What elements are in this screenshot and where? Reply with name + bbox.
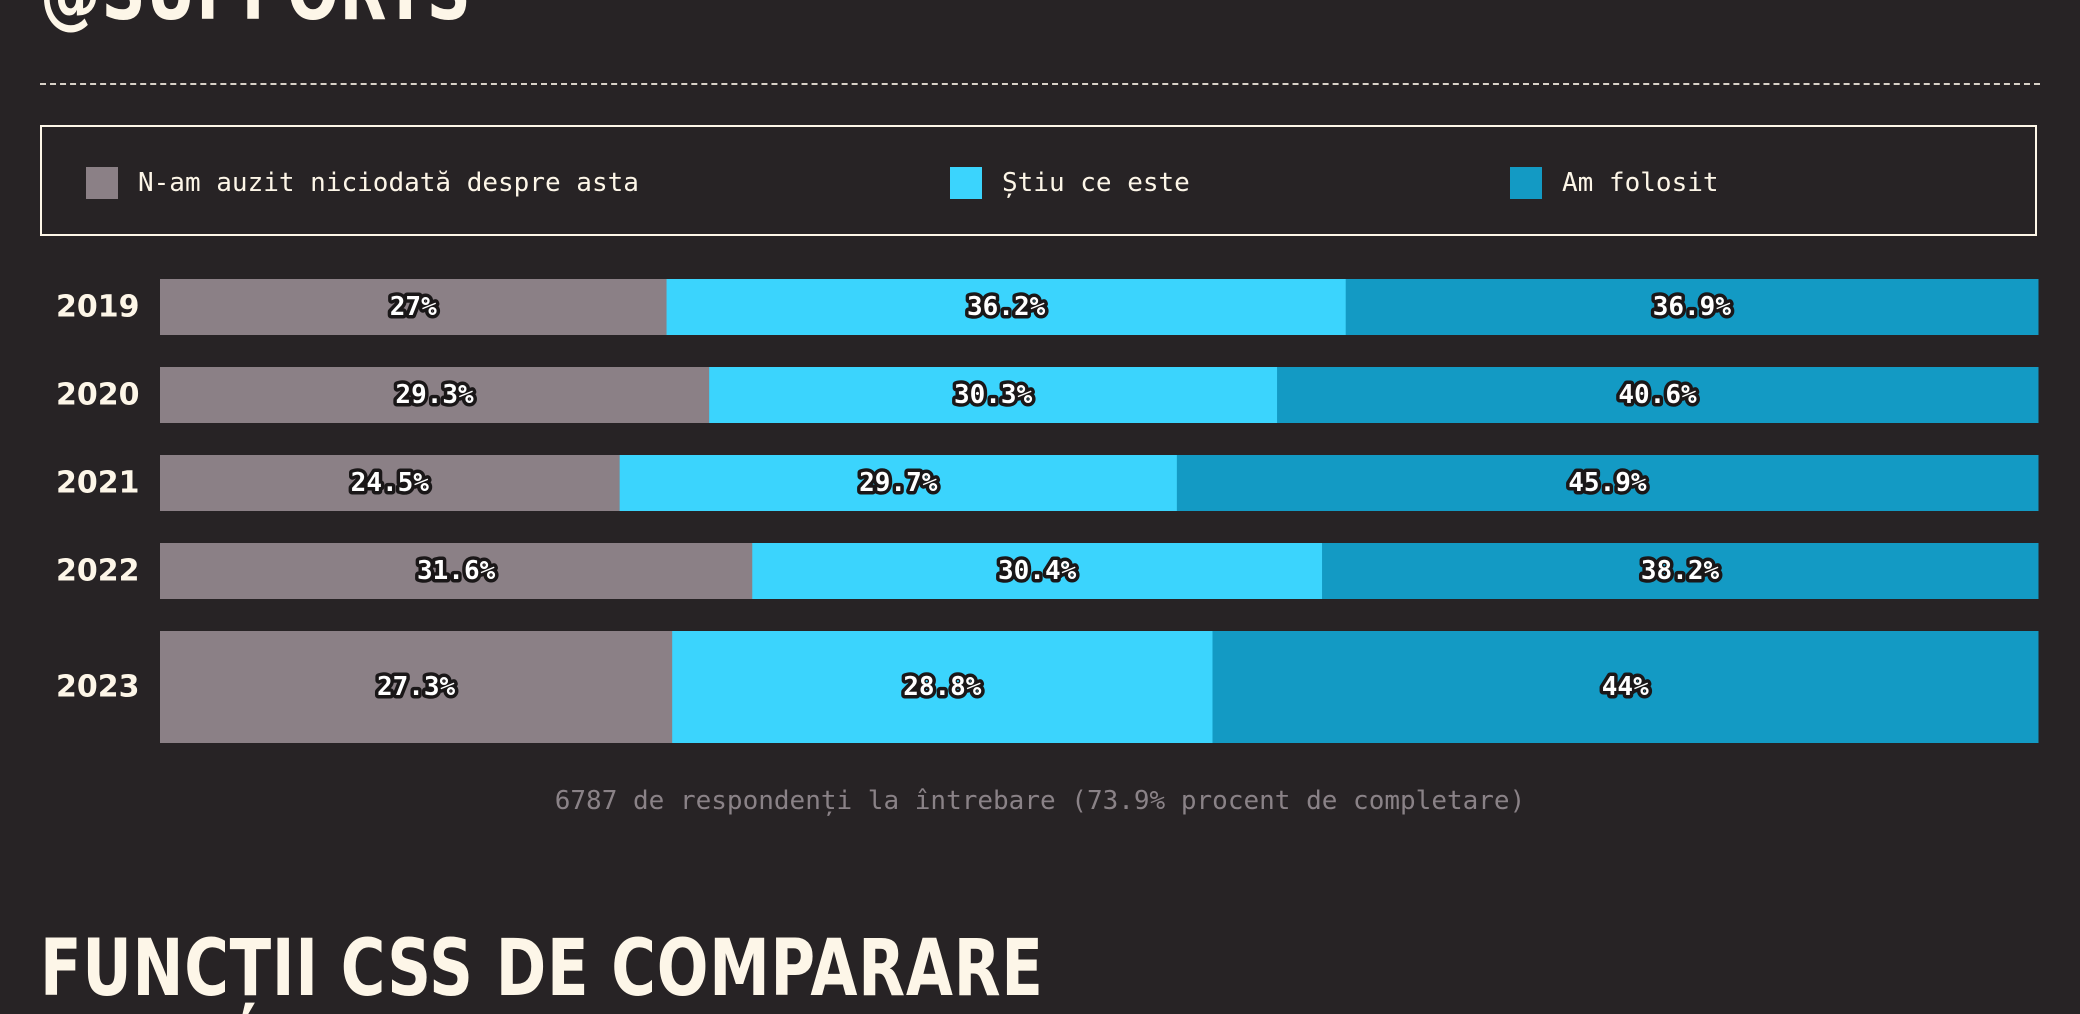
bar-segment-2020-1[interactable] [709, 367, 1278, 423]
bar-value-label-2023-1: 28.8% [903, 672, 982, 702]
legend-label-used: Am folosit [1562, 168, 1719, 198]
bar-value-label-2019-0: 27% [390, 292, 437, 322]
bar-value-label-2019-1: 36.2% [967, 292, 1046, 322]
bar-value-label-2021-2: 45.9% [1568, 468, 1647, 498]
bar-value-label-2020-2: 40.6% [1618, 380, 1697, 410]
bar-value-label-2020-0: 29.3% [395, 380, 474, 410]
bar-value-label-2023-0: 27.3% [377, 672, 456, 702]
legend-swatch-used [1510, 167, 1542, 199]
legend-label-know-what: Știu ce este [1002, 168, 1190, 198]
year-label-2020: 2020 [56, 378, 140, 413]
bar-value-label-2022-1: 30.4% [998, 556, 1077, 586]
legend-swatch-never-heard [86, 167, 118, 199]
bar-segment-2019-0[interactable] [160, 279, 668, 335]
bar-segment-2019-1[interactable] [666, 279, 1347, 335]
bar-value-label-2020-1: 30.3% [954, 380, 1033, 410]
bar-value-label-2023-2: 44% [1602, 672, 1649, 702]
bar-value-label-2022-2: 38.2% [1641, 556, 1720, 586]
legend-label-never-heard: N-am auzit niciodată despre asta [138, 168, 639, 198]
bar-segment-2023-0[interactable] [160, 631, 673, 743]
bar-value-label-2022-0: 31.6% [417, 556, 496, 586]
chart-legend: N-am auzit niciodată despre asta Știu ce… [40, 125, 2037, 236]
bar-value-label-2021-1: 29.7% [859, 468, 938, 498]
legend-item-know-what[interactable]: Știu ce este [950, 167, 1190, 199]
bar-segment-2021-2[interactable] [1176, 455, 2039, 511]
stacked-bar-chart: 2019 27% 36.2% 36.9% 2020 29.3% 30.3% 40.6% 2021… [56, 279, 2039, 743]
next-section-title: FUNCȚII CSS DE COMPARARE [40, 924, 1044, 1014]
year-label-2019: 2019 [56, 290, 140, 325]
bar-segment-2022-2[interactable] [1322, 543, 2039, 599]
legend-item-never-heard[interactable]: N-am auzit niciodată despre asta [86, 167, 639, 199]
legend-item-used[interactable]: Am folosit [1510, 167, 1719, 199]
year-label-2021: 2021 [56, 466, 140, 501]
bar-segment-2023-2[interactable] [1212, 631, 2039, 743]
section-title: @SUPPORTS [40, 0, 471, 32]
bar-segment-2023-1[interactable] [672, 631, 1214, 743]
respondents-footnote: 6787 de respondenți la întrebare (73.9% … [554, 786, 1526, 816]
bar-segment-2020-0[interactable] [160, 367, 710, 423]
section-divider [40, 83, 2040, 85]
year-label-2022: 2022 [56, 554, 140, 589]
bar-segment-2021-1[interactable] [619, 455, 1178, 511]
bar-segment-2019-2[interactable] [1345, 279, 2039, 335]
bar-segment-2022-1[interactable] [752, 543, 1323, 599]
legend-swatch-know-what [950, 167, 982, 199]
bar-segment-2021-0[interactable] [160, 455, 621, 511]
bar-value-label-2021-0: 24.5% [351, 468, 430, 498]
bar-segment-2022-0[interactable] [160, 543, 753, 599]
bar-segment-2020-2[interactable] [1277, 367, 2039, 423]
bar-value-label-2019-2: 36.9% [1653, 292, 1732, 322]
year-label-2023: 2023 [56, 670, 140, 705]
